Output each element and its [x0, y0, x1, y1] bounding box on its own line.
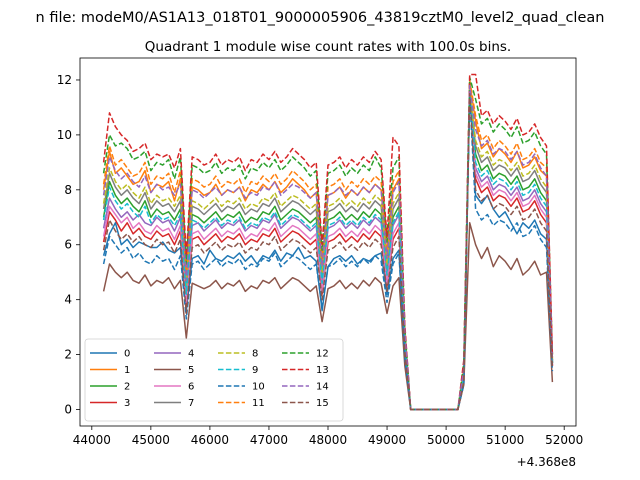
plot-area	[102, 73, 554, 411]
legend-label-15: 15	[316, 398, 329, 409]
y-tick-label: 2	[64, 348, 72, 362]
series-line-13	[102, 73, 554, 411]
x-offset-label: +4.368e8	[517, 455, 576, 469]
legend-label-14: 14	[316, 382, 329, 393]
legend-label-1: 1	[124, 365, 130, 376]
x-tick-label: 47000	[250, 433, 288, 447]
x-tick-label: 49000	[368, 433, 406, 447]
y-tick-label: 12	[57, 73, 72, 87]
legend-label-10: 10	[252, 382, 265, 393]
y-tick-label: 0	[64, 403, 72, 417]
x-tick-label: 44000	[73, 433, 111, 447]
legend-label-12: 12	[316, 349, 329, 360]
figure-suptitle: n file: modeM0/AS1A13_018T01_9000005906_…	[36, 10, 605, 26]
legend-label-5: 5	[188, 365, 194, 376]
x-tick-label: 50000	[427, 433, 465, 447]
series-line-5	[102, 222, 554, 411]
y-tick-label: 8	[64, 183, 72, 197]
legend-box	[84, 338, 344, 422]
legend-label-13: 13	[316, 365, 329, 376]
legend-label-2: 2	[124, 382, 130, 393]
x-tick-label: 48000	[309, 433, 347, 447]
x-tick-label: 45000	[132, 433, 170, 447]
legend-label-11: 11	[252, 398, 265, 409]
series-line-15	[102, 92, 554, 411]
chart-title: Quadrant 1 module wise count rates with …	[145, 39, 511, 55]
series-line-8	[102, 90, 554, 411]
legend-label-0: 0	[124, 349, 130, 360]
series-line-11	[102, 79, 554, 411]
legend-label-6: 6	[188, 382, 194, 393]
x-tick-label: 52000	[545, 433, 583, 447]
series-group	[102, 73, 554, 411]
legend-label-8: 8	[252, 349, 258, 360]
y-tick-label: 4	[64, 293, 72, 307]
x-tick-label: 46000	[191, 433, 229, 447]
series-line-6	[102, 87, 554, 411]
y-tick-label: 10	[57, 128, 72, 142]
y-tick-label: 6	[64, 238, 72, 252]
axes: 44000 45000 46000 47000 48000 49000 50000 51000…	[57, 57, 583, 447]
series-line-10	[102, 95, 554, 411]
legend-label-3: 3	[124, 398, 130, 409]
series-line-2	[102, 92, 554, 411]
legend-label-7: 7	[188, 398, 194, 409]
legend-label-4: 4	[188, 349, 194, 360]
x-tick-label: 51000	[486, 433, 524, 447]
legend-label-9: 9	[252, 365, 258, 376]
series-line-14	[102, 84, 554, 411]
